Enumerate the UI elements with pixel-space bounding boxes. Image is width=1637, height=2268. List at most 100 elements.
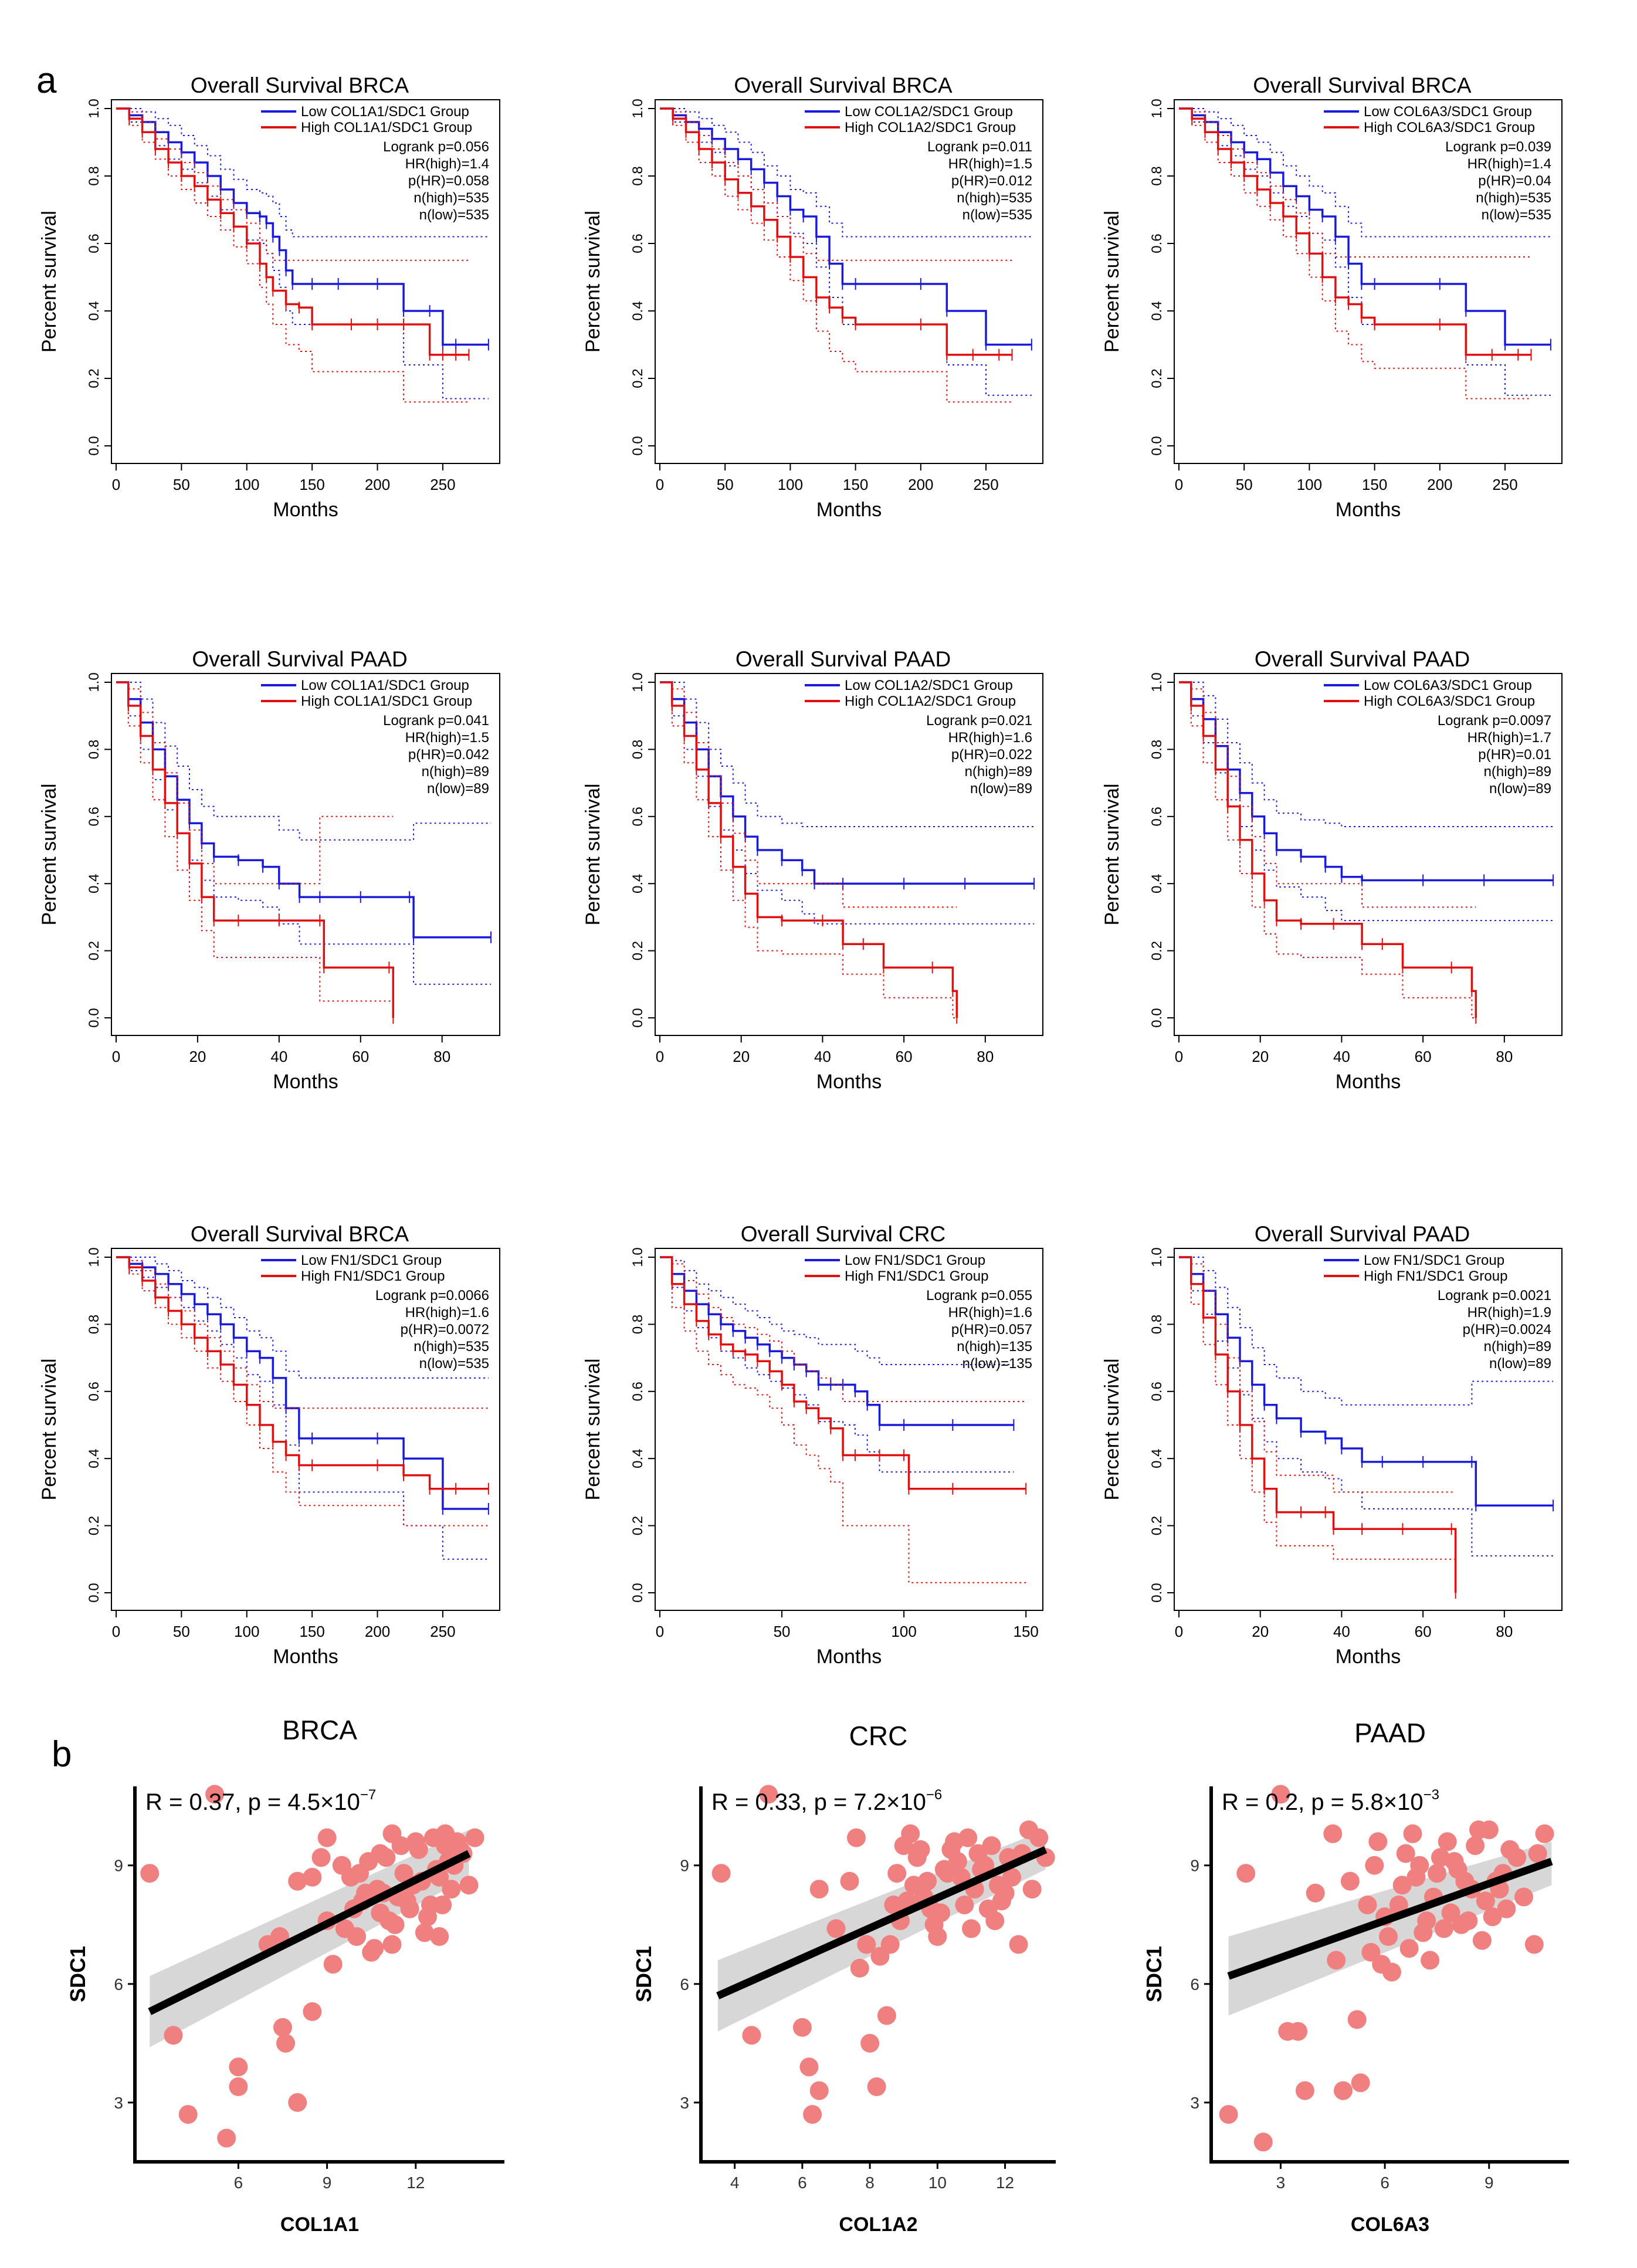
x-tick-label: 80	[977, 1048, 994, 1065]
y-tick-label: 0.4	[630, 1449, 646, 1468]
data-point	[1431, 1848, 1450, 1867]
legend-label: Low FN1/SDC1 Group	[1364, 1253, 1504, 1268]
x-tick-label: 9	[1485, 2174, 1494, 2192]
legend-label: Low COL1A2/SDC1 Group	[845, 678, 1013, 693]
stat-text: n(low)=535	[419, 207, 489, 223]
data-point	[985, 1911, 1005, 1931]
km-plot-9: Overall Survival PAAD 0 20 40 60 80 Months 0.0 0…	[1101, 1222, 1563, 1668]
data-point	[371, 1844, 390, 1863]
data-point	[433, 1895, 452, 1915]
x-tick-label: 100	[234, 476, 259, 493]
data-point	[992, 1891, 1011, 1911]
stat-text: Logrank p=0.039	[1445, 139, 1551, 155]
data-point	[276, 2033, 295, 2053]
legend-label: High COL1A1/SDC1 Group	[301, 693, 472, 709]
data-point	[1389, 1895, 1408, 1915]
y-axis-label: Percent survival	[1101, 1359, 1123, 1501]
regression-line	[148, 1850, 471, 2015]
y-tick-label: 0.0	[1149, 436, 1165, 455]
y-tick-label: 0.0	[86, 1583, 102, 1602]
y-tick-label: 0.0	[86, 436, 102, 455]
data-point	[867, 2077, 886, 2096]
y-tick-label: 0.6	[630, 807, 646, 826]
plot-frame	[111, 1248, 500, 1611]
legend-label: Low COL6A3/SDC1 Group	[1364, 678, 1532, 693]
chart-title: Overall Survival BRCA	[734, 73, 952, 97]
stat-text: n(high)=89	[422, 764, 489, 780]
y-tick-label: 0.2	[86, 941, 102, 960]
ci-lower-line	[660, 682, 1035, 925]
x-tick-label: 100	[891, 1623, 916, 1640]
data-point	[1535, 1824, 1554, 1843]
ci-lower-line	[1179, 108, 1531, 400]
ci-upper-line	[116, 682, 492, 841]
x-tick-label: 40	[1333, 1048, 1350, 1065]
data-point	[1289, 2022, 1308, 2041]
data-point	[1414, 1923, 1433, 1942]
x-tick-label: 6	[234, 2174, 243, 2192]
x-tick-label: 20	[189, 1048, 206, 1065]
chart-title: Overall Survival CRC	[741, 1222, 946, 1246]
data-point	[415, 1923, 434, 1942]
stat-text: HR(high)=1.5	[405, 730, 489, 746]
y-tick-label: 0.6	[86, 1382, 102, 1401]
survival-curve	[1179, 681, 1477, 1018]
legend-label: Low FN1/SDC1 Group	[845, 1253, 985, 1268]
ci-upper-line	[1179, 1257, 1456, 1493]
data-point	[430, 1927, 449, 1946]
series-high	[116, 107, 470, 403]
data-point	[205, 1785, 225, 1804]
data-point	[803, 2105, 822, 2124]
y-axis-label: Percent survival	[38, 784, 60, 926]
x-tick-label: 0	[112, 476, 120, 493]
legend-label: High COL6A3/SDC1 Group	[1364, 120, 1535, 136]
x-tick-label: 40	[814, 1048, 831, 1065]
series-high	[660, 107, 1013, 403]
ci-lower-line	[660, 682, 957, 1018]
y-tick-label: 0.2	[630, 368, 646, 388]
series-high	[116, 681, 395, 1024]
y-tick-label: 1.0	[630, 1247, 646, 1267]
survival-curve	[1179, 1256, 1457, 1593]
y-tick-label: 0.4	[1149, 301, 1165, 320]
x-tick-label: 250	[430, 476, 455, 493]
confidence-band	[150, 1830, 469, 2047]
y-axis-label: Percent survival	[1101, 211, 1123, 353]
y-tick-label: 0.2	[630, 941, 646, 960]
stat-r: R = 0.33,	[711, 1789, 814, 1815]
stat-text: Logrank p=0.041	[383, 713, 489, 729]
x-tick-label: 200	[1427, 476, 1452, 493]
x-tick-label: 40	[1333, 1623, 1350, 1640]
y-axis-label: Percent survival	[38, 211, 60, 353]
x-axis-label: Months	[1336, 499, 1401, 521]
data-point	[311, 1848, 331, 1867]
x-tick-label: 9	[323, 2174, 332, 2192]
y-tick-label: 0.6	[1149, 1382, 1165, 1401]
stat-exponent: −3	[1424, 1787, 1439, 1803]
chart-title: Overall Survival PAAD	[1255, 1222, 1470, 1246]
series-high	[660, 681, 958, 1024]
ci-upper-line	[660, 108, 1012, 261]
data-point	[941, 1840, 961, 1859]
data-point	[1236, 1864, 1256, 1883]
survival-curve	[1179, 681, 1554, 882]
data-point	[424, 1828, 443, 1847]
data-point	[1514, 1887, 1533, 1907]
survival-curve	[116, 681, 395, 1018]
x-axis-label: Months	[816, 1646, 882, 1668]
data-point	[1372, 1955, 1391, 1974]
regression-line	[716, 1846, 1048, 1999]
data-point	[1365, 1856, 1384, 1875]
km-plot-5: Overall Survival PAAD 0 20 40 60 80 Months 0.0 0…	[582, 647, 1043, 1093]
y-tick-label: 3	[114, 2094, 123, 2112]
data-point	[229, 2077, 248, 2096]
legend-label: High COL1A2/SDC1 Group	[845, 693, 1016, 709]
y-tick-label: 0.2	[630, 1516, 646, 1535]
x-tick-label: 60	[1415, 1623, 1432, 1640]
x-tick-label: 20	[1252, 1048, 1269, 1065]
x-tick-label: 4	[730, 2174, 740, 2192]
x-tick-label: 250	[1492, 476, 1517, 493]
data-point	[1528, 1844, 1547, 1863]
stat-text: Logrank p=0.021	[926, 713, 1032, 729]
